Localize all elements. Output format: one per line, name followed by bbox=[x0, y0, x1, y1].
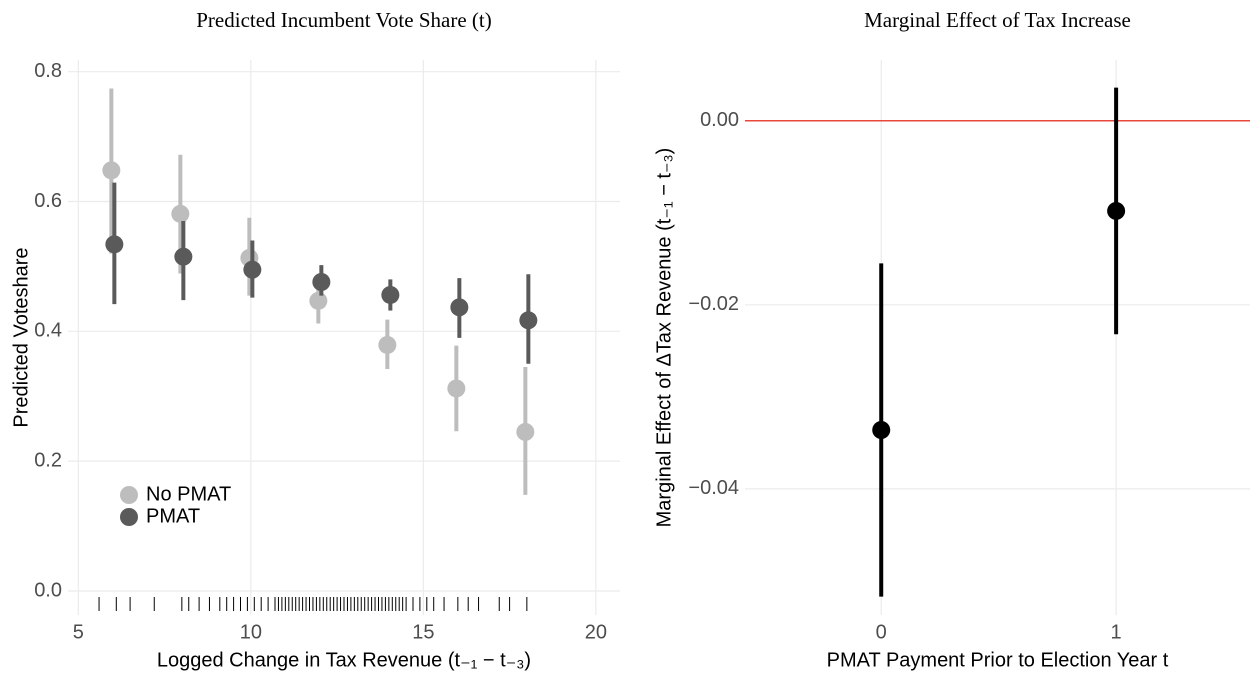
y-tick-label: 0.2 bbox=[34, 449, 62, 471]
y-tick-label: −0.04 bbox=[688, 477, 739, 499]
y-tick-label: 0.6 bbox=[34, 190, 62, 212]
x-axis-label: PMAT Payment Prior to Election Year t bbox=[827, 649, 1169, 671]
point bbox=[450, 298, 469, 317]
legend-marker bbox=[120, 508, 138, 526]
point bbox=[102, 161, 121, 180]
x-tick-label: 15 bbox=[412, 621, 434, 643]
point bbox=[174, 247, 193, 266]
point bbox=[872, 421, 891, 439]
x-tick-label: 0 bbox=[876, 621, 887, 643]
point bbox=[519, 311, 538, 330]
x-axis-label: Logged Change in Tax Revenue (t₋₁ − t₋₃) bbox=[157, 649, 531, 671]
y-tick-label: 0.0 bbox=[34, 579, 62, 601]
chart-title: Predicted Incumbent Vote Share (t) bbox=[196, 8, 491, 32]
y-tick-label: 0.00 bbox=[700, 109, 739, 131]
y-tick-label: 0.4 bbox=[34, 320, 62, 342]
legend-label: PMAT bbox=[146, 505, 200, 527]
point bbox=[516, 422, 535, 441]
y-axis-label: Predicted Voteshare bbox=[10, 247, 32, 427]
point bbox=[309, 291, 328, 310]
legend-label: No PMAT bbox=[146, 483, 231, 505]
y-tick-label: −0.02 bbox=[688, 293, 739, 315]
y-axis-label: Marginal Effect of ΔTax Revenue (t₋₁ − t… bbox=[653, 148, 675, 528]
x-tick-label: 5 bbox=[73, 621, 84, 643]
point bbox=[312, 273, 331, 291]
point bbox=[1107, 201, 1126, 220]
point bbox=[381, 285, 400, 304]
point bbox=[378, 335, 397, 354]
point bbox=[171, 204, 190, 223]
point bbox=[243, 260, 262, 279]
x-tick-label: 20 bbox=[585, 621, 607, 643]
point bbox=[105, 235, 124, 254]
x-tick-label: 1 bbox=[1111, 621, 1122, 643]
y-tick-label: 0.8 bbox=[34, 60, 62, 82]
point bbox=[447, 379, 466, 398]
legend-marker bbox=[120, 486, 138, 504]
chart-title: Marginal Effect of Tax Increase bbox=[864, 8, 1131, 32]
x-tick-label: 10 bbox=[240, 621, 262, 643]
